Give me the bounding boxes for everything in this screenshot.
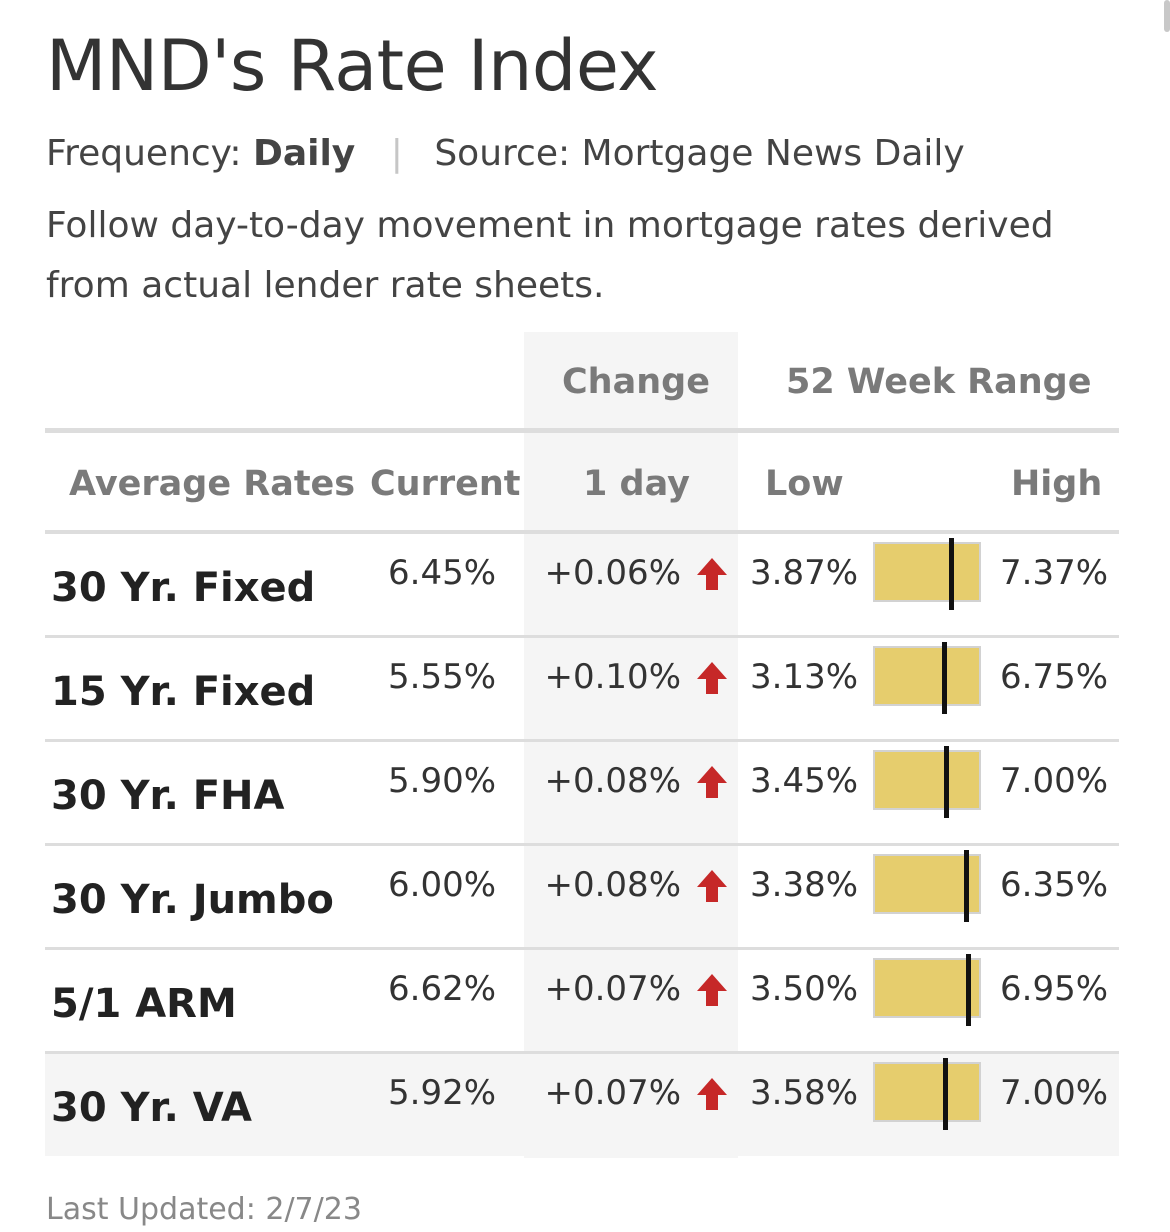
row-divider bbox=[45, 739, 1119, 742]
high-rate: 7.00% bbox=[1000, 1073, 1109, 1113]
current-rate: 6.00% bbox=[388, 865, 497, 905]
arrow-up-icon bbox=[697, 558, 727, 590]
low-rate: 3.50% bbox=[750, 969, 859, 1009]
current-marker bbox=[949, 538, 954, 610]
rate-name[interactable]: 30 Yr. VA bbox=[51, 1085, 252, 1131]
description: Follow day-to-day movement in mortgage r… bbox=[46, 205, 1054, 306]
table-row[interactable]: 30 Yr. VA 5.92% +0.07% 3.58% 7.00% bbox=[45, 1054, 1119, 1156]
table-row[interactable]: 5/1 ARM 6.62% +0.07% 3.50% 6.95% bbox=[45, 950, 1119, 1052]
frequency-value: Daily bbox=[252, 133, 356, 174]
group-header-change: Change bbox=[562, 362, 710, 402]
high-rate: 6.35% bbox=[1000, 865, 1109, 905]
row-divider bbox=[45, 635, 1119, 638]
change-1-day: +0.10% bbox=[544, 657, 682, 697]
rate-name[interactable]: 15 Yr. Fixed bbox=[51, 669, 316, 715]
row-divider bbox=[45, 1051, 1119, 1054]
page-title: MND's Rate Index bbox=[46, 25, 659, 107]
range-bar bbox=[873, 850, 981, 922]
current-rate: 5.90% bbox=[388, 761, 497, 801]
row-divider bbox=[45, 843, 1119, 846]
table-row[interactable]: 30 Yr. FHA 5.90% +0.08% 3.45% 7.00% bbox=[45, 742, 1119, 844]
current-marker bbox=[944, 746, 949, 818]
current-rate: 6.45% bbox=[388, 553, 497, 593]
frequency-label: Frequency: bbox=[46, 133, 242, 174]
row-divider bbox=[45, 947, 1119, 950]
group-header-52-week-range: 52 Week Range bbox=[786, 362, 1092, 402]
range-bar bbox=[873, 642, 981, 714]
current-marker bbox=[964, 850, 969, 922]
rate-name[interactable]: 5/1 ARM bbox=[51, 981, 237, 1027]
arrow-up-icon bbox=[697, 766, 727, 798]
low-rate: 3.58% bbox=[750, 1073, 859, 1113]
current-rate: 5.55% bbox=[388, 657, 497, 697]
arrow-up-icon bbox=[697, 974, 727, 1006]
header-high: High bbox=[1011, 464, 1103, 504]
header-divider bbox=[45, 428, 1119, 433]
table-row[interactable]: 15 Yr. Fixed 5.55% +0.10% 3.13% 6.75% bbox=[45, 638, 1119, 740]
low-rate: 3.38% bbox=[750, 865, 859, 905]
last-updated: Last Updated: 2/7/23 bbox=[46, 1192, 362, 1227]
rate-name[interactable]: 30 Yr. Jumbo bbox=[51, 877, 334, 923]
header-1-day: 1 day bbox=[583, 464, 690, 504]
high-rate: 6.75% bbox=[1000, 657, 1109, 697]
range-bar bbox=[873, 538, 981, 610]
header-average-rates: Average Rates bbox=[69, 464, 356, 504]
change-1-day: +0.08% bbox=[544, 865, 682, 905]
rate-name[interactable]: 30 Yr. FHA bbox=[51, 773, 285, 819]
current-rate: 6.62% bbox=[388, 969, 497, 1009]
column-header-divider bbox=[45, 530, 1119, 534]
current-marker bbox=[966, 954, 971, 1026]
low-rate: 3.13% bbox=[750, 657, 859, 697]
high-rate: 6.95% bbox=[1000, 969, 1109, 1009]
meta-separator: | bbox=[390, 133, 403, 174]
change-1-day: +0.06% bbox=[544, 553, 682, 593]
meta-line: Frequency: Daily | Source: Mortgage News… bbox=[46, 132, 965, 176]
change-1-day: +0.07% bbox=[544, 969, 682, 1009]
change-1-day: +0.07% bbox=[544, 1073, 682, 1113]
range-bar bbox=[873, 954, 981, 1026]
current-marker bbox=[942, 642, 947, 714]
rate-table: Change 52 Week Range Average Rates Curre… bbox=[45, 332, 1119, 1158]
source-label: Source: Mortgage News Daily bbox=[434, 133, 965, 174]
arrow-up-icon bbox=[697, 662, 727, 694]
current-rate: 5.92% bbox=[388, 1073, 497, 1113]
header-low: Low bbox=[765, 464, 844, 504]
scrollbar[interactable] bbox=[1164, 0, 1170, 32]
low-rate: 3.87% bbox=[750, 553, 859, 593]
arrow-up-icon bbox=[697, 870, 727, 902]
current-marker bbox=[943, 1058, 948, 1130]
range-bar bbox=[873, 1058, 981, 1130]
change-1-day: +0.08% bbox=[544, 761, 682, 801]
arrow-up-icon bbox=[697, 1078, 727, 1110]
high-rate: 7.37% bbox=[1000, 553, 1109, 593]
high-rate: 7.00% bbox=[1000, 761, 1109, 801]
low-rate: 3.45% bbox=[750, 761, 859, 801]
range-bar bbox=[873, 746, 981, 818]
table-row[interactable]: 30 Yr. Fixed 6.45% +0.06% 3.87% 7.37% bbox=[45, 534, 1119, 636]
table-row[interactable]: 30 Yr. Jumbo 6.00% +0.08% 3.38% 6.35% bbox=[45, 846, 1119, 948]
rate-name[interactable]: 30 Yr. Fixed bbox=[51, 565, 316, 611]
change-column-background bbox=[524, 332, 738, 1158]
header-current: Current bbox=[370, 464, 521, 504]
